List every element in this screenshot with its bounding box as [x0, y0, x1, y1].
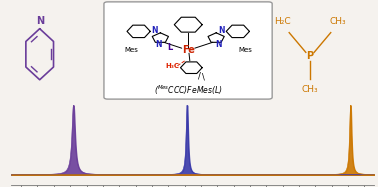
- Text: Mes: Mes: [239, 47, 253, 53]
- Text: H₂C: H₂C: [274, 17, 291, 26]
- Text: \: \: [201, 73, 204, 82]
- Text: /: /: [198, 71, 201, 80]
- Text: CH₃: CH₃: [329, 17, 346, 26]
- Text: Fe: Fe: [182, 45, 195, 56]
- Text: N: N: [215, 40, 222, 49]
- Text: N: N: [36, 16, 44, 26]
- Text: P: P: [307, 51, 313, 62]
- Text: H₃C: H₃C: [166, 63, 180, 69]
- Text: Mes: Mes: [124, 47, 138, 53]
- Text: L: L: [167, 43, 172, 52]
- Text: N: N: [208, 53, 216, 63]
- Text: N: N: [218, 26, 225, 35]
- Text: CH₃: CH₃: [302, 85, 318, 94]
- Text: N: N: [152, 26, 158, 35]
- Text: N: N: [155, 40, 161, 49]
- Text: ($^{Mes}$CCC)FeMes(L): ($^{Mes}$CCC)FeMes(L): [154, 84, 223, 97]
